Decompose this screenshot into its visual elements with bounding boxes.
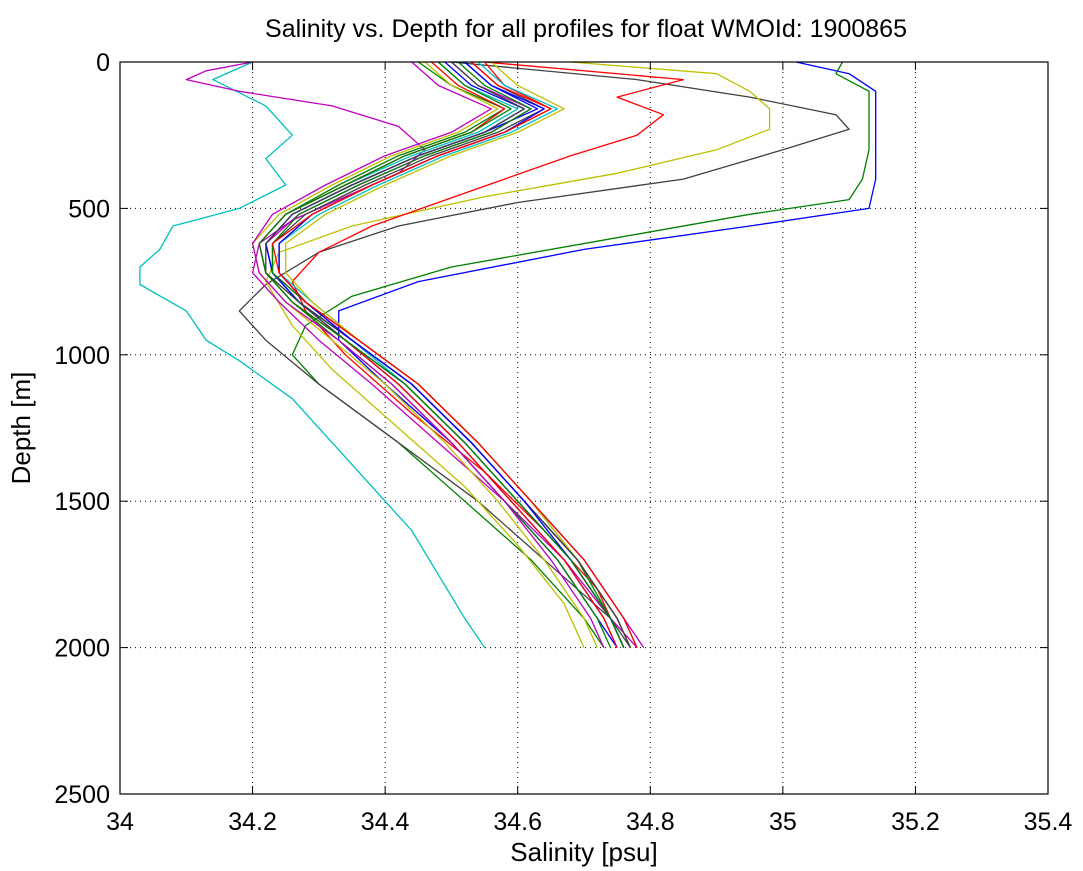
axis-ticks [119, 61, 1049, 795]
profile-line-5 [265, 61, 771, 648]
chart-title: Salinity vs. Depth for all profiles for … [265, 15, 907, 43]
y-tick-label: 2500 [54, 781, 110, 809]
x-tick-label: 35.2 [891, 808, 940, 836]
y-tick-label: 1000 [54, 342, 110, 370]
x-tick-label: 34.8 [626, 808, 675, 836]
y-tick-labels: 0 500 1000 1500 2000 2500 [54, 49, 110, 809]
profile-line-24 [271, 61, 638, 648]
profile-line-19 [251, 61, 605, 648]
profile-line-1 [139, 61, 486, 648]
x-tick-label: 34.2 [228, 808, 277, 836]
x-tick-label: 34.6 [493, 808, 542, 836]
y-tick-label: 1500 [54, 488, 110, 516]
profile-line-23 [258, 61, 625, 648]
profile-line-6 [291, 61, 685, 648]
profile-line-3 [291, 61, 870, 648]
x-tick-label: 34.4 [361, 808, 410, 836]
x-tick-label: 35 [769, 808, 797, 836]
x-axis-label: Salinity [psu] [510, 837, 657, 867]
y-axis-label: Depth [m] [6, 372, 36, 485]
y-tick-label: 2000 [54, 635, 110, 663]
profile-lines [139, 61, 877, 649]
x-tick-label: 35.4 [1024, 808, 1073, 836]
grid-lines [120, 62, 1048, 794]
x-tick-labels: 34 34.2 34.4 34.6 34.8 35 35.2 35.4 [106, 808, 1072, 836]
plot-frame [119, 61, 1049, 795]
y-tick-label: 0 [96, 49, 110, 77]
profile-line-20 [285, 61, 631, 648]
y-tick-label: 500 [68, 195, 110, 223]
x-tick-label: 34 [106, 808, 134, 836]
